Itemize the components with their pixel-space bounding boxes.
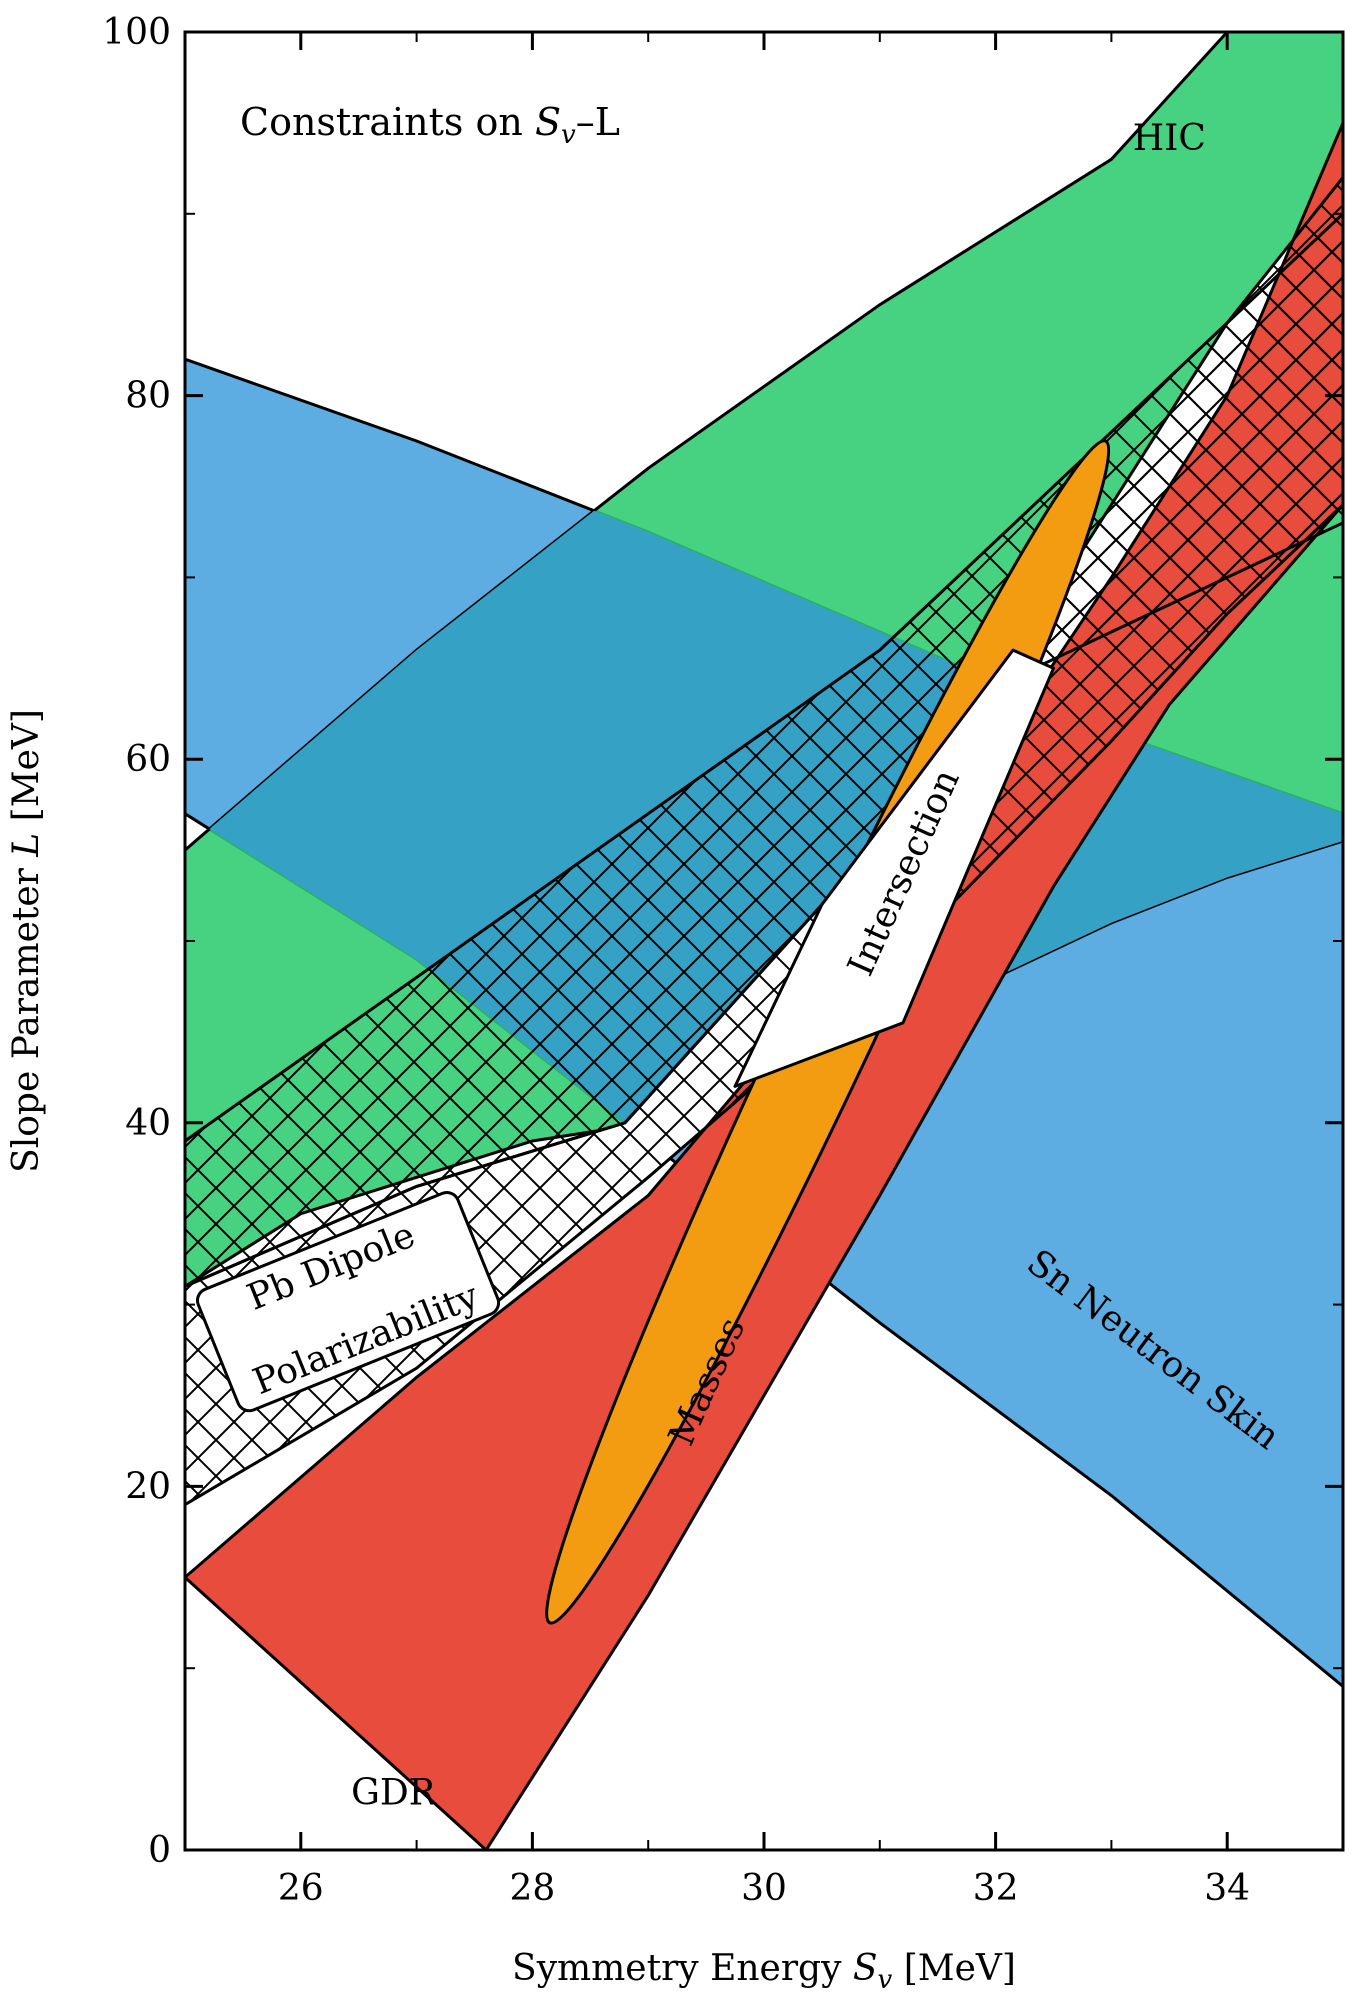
x-tick-label: 34 [1204,1868,1250,1909]
chart-title: Constraints on Sv–L [240,100,620,150]
y-tick-label: 40 [125,1103,171,1144]
y-tick-label: 60 [125,739,171,780]
region-gdr [185,122,1343,1850]
y-tick-label: 20 [125,1466,171,1507]
x-tick-label: 26 [278,1868,324,1909]
y-tick-label: 0 [148,1830,171,1871]
region-label-gdr: GDR [351,1773,437,1814]
axis-ticks: 26 28 30 32 34 0 20 40 60 80 100 [102,12,1344,1909]
x-axis-label: Symmetry Energy Sv [MeV] [512,1948,1016,1995]
pb-label-box [196,1191,501,1413]
x-tick-label: 32 [973,1868,1019,1909]
y-axis-label: Slope Parameter L [MeV] [6,709,47,1173]
region-label-hic: HIC [1133,118,1206,159]
regions [185,32,1343,1850]
region-intersection [733,648,1055,1088]
plot-area [185,32,1343,1850]
x-tick-label: 28 [509,1868,555,1909]
y-tick-label: 80 [125,376,171,417]
y-tick-label: 100 [102,12,171,53]
x-tick-label: 30 [741,1868,787,1909]
